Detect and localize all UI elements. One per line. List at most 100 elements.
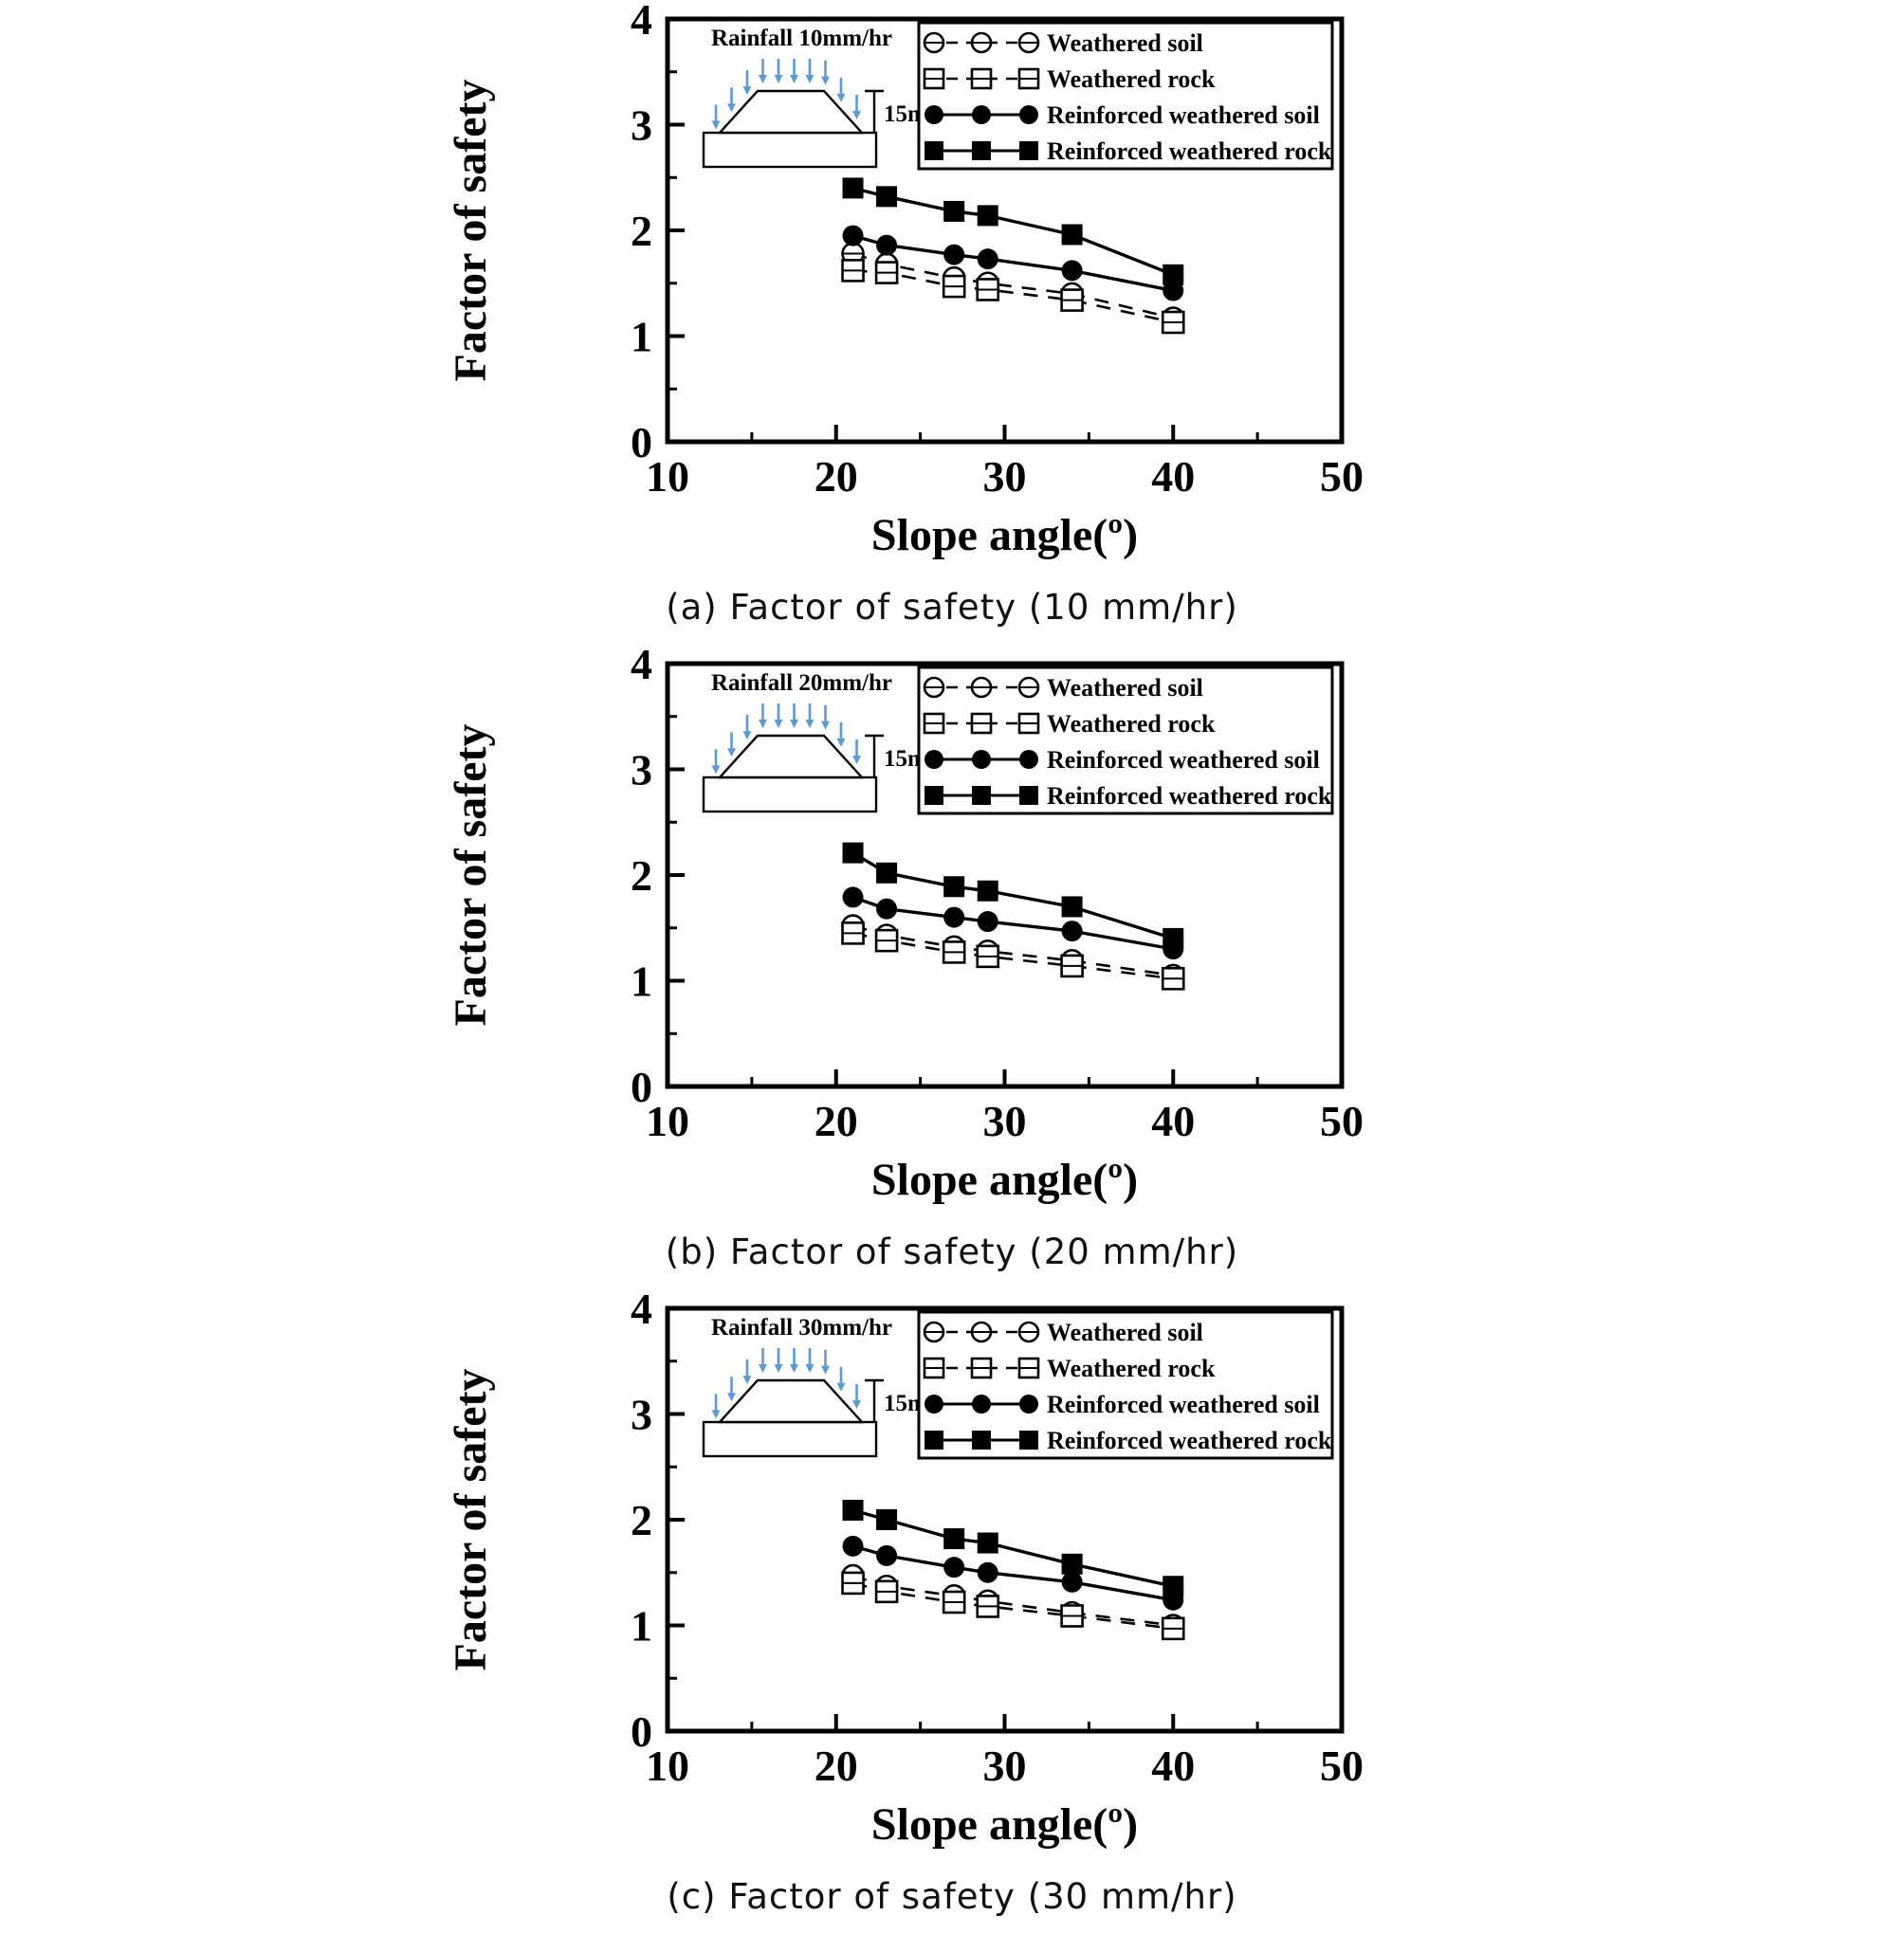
legend-label: Reinforced weathered rock	[1047, 137, 1332, 165]
open-square-marker	[1060, 288, 1084, 312]
filled-square-marker-legend	[972, 786, 991, 805]
open-circle-marker-legend	[923, 676, 945, 699]
legend-label: Reinforced weathered rock	[1047, 782, 1332, 810]
filled-square-marker-legend	[925, 1431, 943, 1450]
y-tick-label: 1	[631, 313, 652, 361]
open-square-marker-legend	[970, 712, 993, 735]
open-square-marker	[874, 1579, 899, 1604]
series-line	[852, 269, 1174, 324]
open-circle-marker-legend	[1017, 31, 1040, 54]
inset-rainfall-label: Rainfall 20mm/hr	[711, 670, 892, 696]
filled-circle-marker-legend	[925, 1395, 943, 1414]
open-square-marker	[874, 261, 899, 284]
x-tick-label: 40	[1151, 1097, 1195, 1145]
y-tick-label: 3	[631, 746, 652, 794]
legend: Weathered soil Weathered rock Reinforced w…	[917, 666, 1334, 815]
inset-slope	[717, 734, 865, 779]
open-circle-marker-legend	[970, 676, 993, 699]
open-square-marker-legend	[1017, 67, 1040, 90]
open-square-marker	[1161, 1616, 1185, 1641]
legend: Weathered soil Weathered rock Reinforced w…	[917, 1310, 1334, 1460]
x-tick-label: 50	[1320, 452, 1364, 501]
legend-label: Weathered soil	[1047, 1319, 1203, 1346]
filled-square-marker-legend	[972, 141, 991, 160]
filled-circle-marker	[1061, 1571, 1083, 1593]
filled-square-marker-legend	[925, 141, 943, 160]
filled-circle-marker	[977, 911, 998, 933]
inset-rainfall-label: Rainfall 10mm/hr	[711, 26, 892, 51]
open-square-marker	[976, 278, 1000, 301]
filled-circle-marker-legend	[1019, 1395, 1038, 1414]
series-line	[852, 233, 1174, 293]
y-tick-label: 3	[631, 1391, 652, 1439]
y-axis-title: Factor of safety	[446, 1369, 496, 1671]
filled-square-marker	[876, 862, 898, 884]
panel-a: 10 20 30 40 50 0 1 2 3 4 Slope angle(º) Factor of s…	[0, 0, 1904, 645]
y-tick-label: 2	[631, 851, 652, 900]
series-line	[852, 1544, 1174, 1602]
y-tick-label: 1	[631, 1602, 652, 1651]
series-line	[852, 924, 1174, 977]
y-tick-label: 2	[631, 207, 652, 255]
filled-square-marker	[1061, 896, 1083, 918]
filled-circle-marker-legend	[972, 750, 991, 769]
open-square-marker	[874, 928, 899, 953]
x-tick-label: 50	[1320, 1097, 1364, 1145]
legend-label: Weathered soil	[1047, 29, 1203, 57]
filled-circle-marker-legend	[972, 105, 991, 124]
x-tick-label: 20	[815, 1742, 858, 1790]
filled-circle-marker	[943, 906, 965, 928]
open-square-marker	[841, 259, 865, 283]
legend-label: Weathered soil	[1047, 674, 1203, 702]
open-circle-marker-legend	[923, 1321, 945, 1343]
open-square-marker-legend	[923, 1357, 945, 1379]
legend: Weathered soil Weathered rock Reinforced w…	[917, 21, 1334, 171]
open-square-marker	[976, 944, 1000, 969]
filled-circle-marker	[876, 898, 898, 920]
y-tick-label: 0	[631, 418, 652, 466]
x-tick-label: 10	[646, 1097, 689, 1145]
y-tick-label: 3	[631, 101, 652, 150]
filled-square-marker	[1163, 1576, 1184, 1597]
legend-label: Weathered rock	[1047, 710, 1216, 738]
filled-square-marker-legend	[972, 1431, 991, 1450]
inset-rainfall-label: Rainfall 30mm/hr	[711, 1315, 892, 1341]
filled-circle-marker	[842, 225, 864, 246]
chart-factor-of-safety-30mmhr: 10 20 30 40 50 0 1 2 3 4 Slope angle(º) Factor of s…	[446, 1289, 1364, 1850]
filled-square-marker	[977, 1532, 998, 1554]
panel-b: 10 20 30 40 50 0 1 2 3 4 Slope angle(º) Factor of s…	[0, 645, 1904, 1289]
inset-base	[702, 131, 878, 169]
y-tick-label: 4	[631, 0, 652, 44]
x-axis-title: Slope angle(º)	[871, 1799, 1138, 1850]
filled-square-marker	[842, 1499, 864, 1521]
filled-circle-marker	[943, 1557, 965, 1578]
filled-circle-marker	[1061, 260, 1083, 282]
filled-square-marker	[1061, 1553, 1083, 1575]
filled-circle-marker	[943, 244, 965, 265]
series-line	[852, 1574, 1174, 1627]
open-circle-marker-legend	[923, 31, 945, 54]
filled-circle-marker-legend	[925, 105, 943, 124]
inset-base	[702, 775, 878, 813]
filled-circle-marker-legend	[925, 750, 943, 769]
y-tick-label: 4	[631, 645, 652, 688]
filled-square-marker	[1163, 927, 1184, 949]
caption-a: (a) Factor of safety (10 mm/hr)	[666, 586, 1238, 628]
filled-square-marker	[943, 1528, 965, 1550]
filled-circle-marker	[977, 248, 998, 270]
filled-circle-marker	[842, 886, 864, 908]
filled-square-marker-legend	[925, 786, 943, 805]
x-tick-label: 10	[646, 452, 689, 501]
filled-circle-marker	[1163, 280, 1184, 301]
open-square-marker	[1060, 954, 1084, 978]
legend-label: Reinforced weathered soil	[1047, 746, 1320, 774]
inset-base	[702, 1420, 878, 1458]
legend-label: Weathered rock	[1047, 65, 1216, 93]
filled-square-marker	[977, 880, 998, 902]
x-tick-label: 50	[1320, 1742, 1364, 1790]
legend-label: Reinforced weathered rock	[1047, 1427, 1332, 1454]
x-tick-label: 30	[983, 1742, 1027, 1790]
